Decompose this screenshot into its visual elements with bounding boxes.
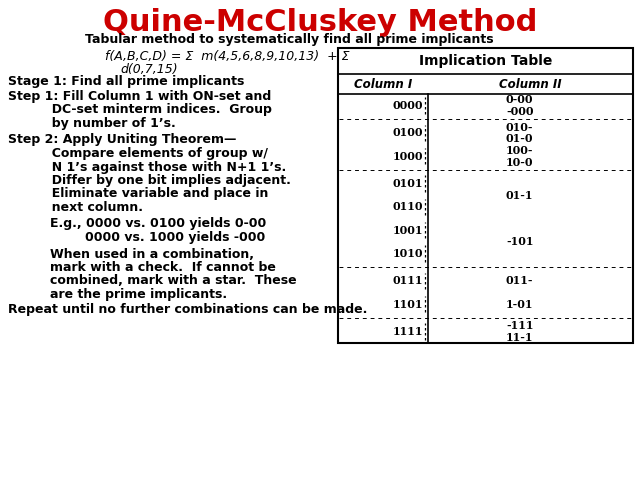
Text: Stage 1: Find all prime implicants: Stage 1: Find all prime implicants: [8, 75, 244, 88]
Text: 1001: 1001: [392, 225, 423, 236]
Text: 010-: 010-: [506, 121, 533, 132]
Text: 100-: 100-: [506, 145, 533, 156]
Text: Compare elements of group w/: Compare elements of group w/: [8, 147, 268, 160]
Text: Column I: Column I: [354, 77, 412, 91]
Text: 0110: 0110: [392, 201, 423, 212]
Text: 1101: 1101: [392, 299, 423, 310]
Text: 1010: 1010: [392, 248, 423, 259]
Text: 0101: 0101: [392, 178, 423, 189]
Text: Step 2: Apply Uniting Theorem—: Step 2: Apply Uniting Theorem—: [8, 133, 236, 146]
Text: Eliminate variable and place in: Eliminate variable and place in: [8, 188, 268, 201]
Text: 0000 vs. 1000 yields -000: 0000 vs. 1000 yields -000: [50, 231, 265, 244]
Text: -111: -111: [506, 320, 533, 331]
Text: 0111: 0111: [392, 275, 423, 286]
Text: Column II: Column II: [499, 77, 562, 91]
Text: 1-01: 1-01: [506, 299, 533, 310]
Text: Repeat until no further combinations can be made.: Repeat until no further combinations can…: [8, 303, 367, 316]
Text: When used in a combination,: When used in a combination,: [50, 248, 254, 261]
Text: combined, mark with a star.  These: combined, mark with a star. These: [50, 275, 296, 288]
Text: Differ by one bit implies adjacent.: Differ by one bit implies adjacent.: [8, 174, 291, 187]
Text: next column.: next column.: [8, 201, 143, 214]
Text: N 1’s against those with N+1 1’s.: N 1’s against those with N+1 1’s.: [8, 160, 286, 173]
Text: are the prime implicants.: are the prime implicants.: [50, 288, 227, 301]
Text: 0100: 0100: [392, 128, 423, 138]
Text: DC-set minterm indices.  Group: DC-set minterm indices. Group: [8, 104, 272, 117]
Text: 01-1: 01-1: [506, 190, 533, 201]
Text: d(0,7,15): d(0,7,15): [120, 63, 178, 76]
Text: 11-1: 11-1: [506, 332, 533, 343]
Text: -000: -000: [506, 106, 533, 117]
Text: 1000: 1000: [392, 151, 423, 162]
Text: 10-0: 10-0: [506, 156, 533, 168]
Text: Quine-McCluskey Method: Quine-McCluskey Method: [103, 8, 537, 37]
Text: 011-: 011-: [506, 275, 533, 286]
Text: by number of 1’s.: by number of 1’s.: [8, 117, 176, 130]
Text: E.g., 0000 vs. 0100 yields 0-00: E.g., 0000 vs. 0100 yields 0-00: [50, 217, 266, 230]
Text: Implication Table: Implication Table: [419, 54, 552, 68]
Text: 01-0: 01-0: [506, 133, 533, 144]
Text: 0000: 0000: [392, 100, 423, 111]
Text: mark with a check.  If cannot be: mark with a check. If cannot be: [50, 261, 276, 274]
Text: 1111: 1111: [392, 326, 423, 337]
Text: 0-00: 0-00: [506, 95, 533, 105]
Text: -101: -101: [506, 236, 533, 247]
Bar: [338, 48, 633, 343]
Text: Tabular method to systematically find all prime implicants: Tabular method to systematically find al…: [85, 33, 493, 46]
Text: Step 1: Fill Column 1 with ON-set and: Step 1: Fill Column 1 with ON-set and: [8, 90, 271, 103]
Text: f(A,B,C,D) = Σ  m(4,5,6,8,9,10,13)  + Σ: f(A,B,C,D) = Σ m(4,5,6,8,9,10,13) + Σ: [105, 50, 349, 63]
